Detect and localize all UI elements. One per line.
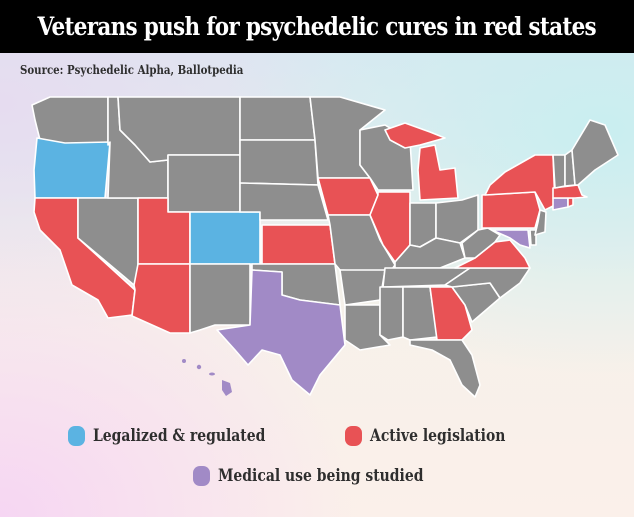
state-west-virginia [461, 227, 501, 259]
state-florida [409, 339, 481, 398]
legalized-swatch [68, 426, 85, 446]
state-maryland [491, 229, 531, 249]
us-map [31, 96, 619, 398]
state-new-mexico [189, 263, 251, 334]
state-pennsylvania [481, 191, 541, 229]
title-bar: Veterans push for psychedelic cures in r… [0, 0, 634, 53]
state-rhode-island [567, 197, 574, 208]
state-illinois [369, 191, 411, 263]
source-caption: Source: Psychedelic Alpha, Ballotpedia [20, 63, 244, 77]
state-arizona [131, 263, 191, 334]
legend-label: Legalized & regulated [93, 426, 266, 446]
state-colorado [189, 211, 261, 265]
legend-item-medical: Medical use being studied [193, 466, 469, 486]
state-arkansas [339, 269, 386, 306]
state-texas [216, 269, 346, 396]
state-new-jersey [534, 209, 547, 236]
legend-item-active: Active legislation [345, 426, 535, 446]
state-nebraska [239, 182, 329, 221]
legend-label: Active legislation [370, 426, 506, 446]
state-south-dakota [239, 139, 319, 186]
page-title: Veterans push for psychedelic cures in r… [37, 12, 597, 41]
state-alabama [402, 286, 438, 341]
state-connecticut [552, 197, 569, 211]
state-wyoming [167, 154, 241, 213]
state-iowa [317, 177, 379, 216]
state-hawaii [182, 359, 232, 396]
legend-label: Medical use being studied [218, 466, 424, 486]
state-kansas [261, 224, 336, 265]
state-mississippi [379, 286, 404, 341]
active-swatch [345, 426, 362, 446]
state-oregon [33, 137, 111, 199]
state-vermont [552, 154, 566, 189]
state-michigan [417, 144, 459, 201]
legend-item-legalized: Legalized & regulated [68, 426, 303, 446]
state-michigan-upper [384, 122, 446, 149]
medical-swatch [193, 466, 210, 486]
state-washington [31, 96, 109, 146]
state-maine [571, 119, 619, 186]
state-north-dakota [239, 96, 316, 141]
